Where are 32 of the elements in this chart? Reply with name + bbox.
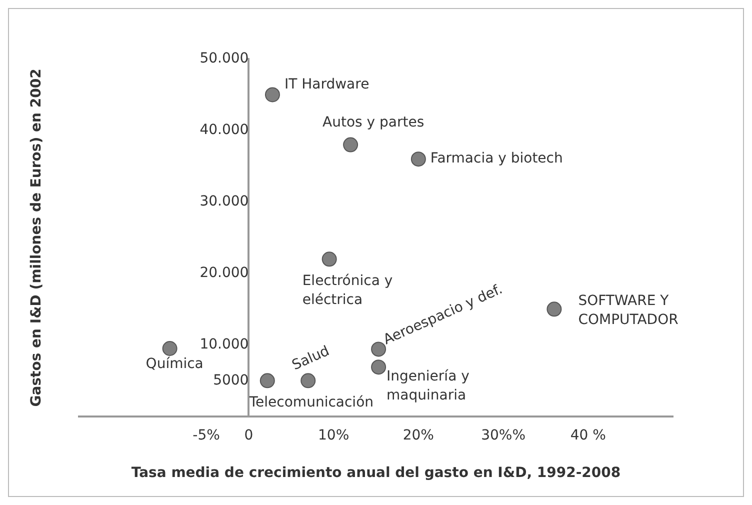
- x-tick-label: 0: [244, 427, 254, 444]
- y-tick-label: 5000: [213, 372, 249, 388]
- point: [300, 373, 316, 388]
- annotation: Autos y partes: [322, 114, 424, 130]
- annotation: Electrónica y eléctrica: [302, 272, 393, 308]
- x-tick-label: 10%: [318, 427, 350, 444]
- y-tick-label: 20.000: [200, 265, 249, 282]
- point: [546, 302, 562, 317]
- annotation: Telecomunicación: [248, 394, 374, 410]
- x-tick-label: 30%%: [481, 427, 526, 444]
- point: [343, 137, 358, 152]
- annotation: Química: [146, 356, 204, 372]
- y-axis-title: Gastos en I&D (millones de Euros) en 2002: [28, 68, 45, 407]
- annotation: IT Hardware: [284, 76, 370, 92]
- point: [410, 152, 426, 167]
- annotation: Ingeniería y maquinaria: [386, 368, 470, 404]
- point: [322, 252, 337, 267]
- annotation: Farmacia y biotech: [430, 150, 563, 167]
- x-tick-label: 20%: [402, 427, 434, 444]
- x-tick-label: -5%: [192, 427, 220, 444]
- point: [371, 360, 386, 375]
- point: [260, 373, 275, 388]
- point: [371, 342, 386, 357]
- x-tick-label: 40 %: [570, 427, 606, 444]
- y-tick-label: 40.000: [200, 122, 249, 138]
- y-tick-label: 50.000: [200, 50, 249, 67]
- point: [264, 87, 280, 102]
- point: [162, 340, 178, 356]
- annotation: SOFTWARE Y COMPUTADOR: [578, 292, 679, 328]
- x-axis-title: Tasa media de crecimiento anual del gasto en I&D, 1992-2008: [131, 465, 621, 482]
- y-tick-label: 30.000: [200, 194, 249, 210]
- y-tick-label: 10.000: [200, 336, 249, 353]
